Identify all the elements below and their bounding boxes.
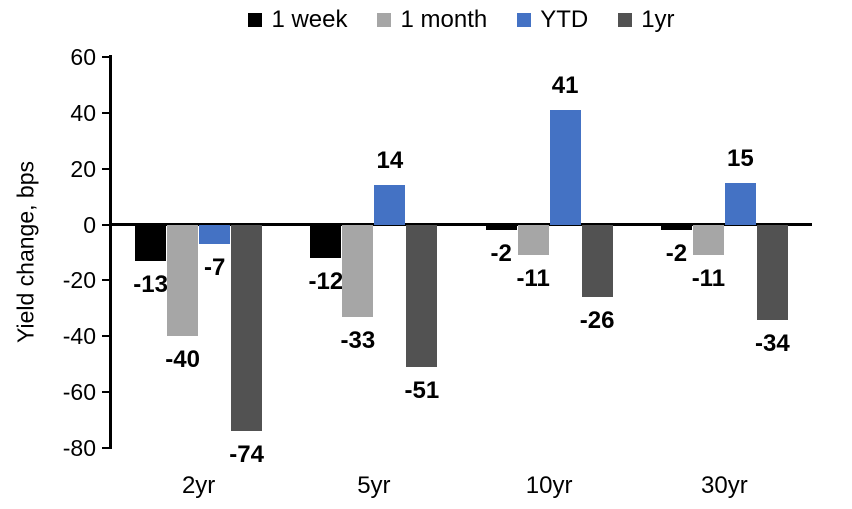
y-axis-tick-mark [102,223,110,226]
bar-value-label: -33 [340,326,376,354]
y-axis-tick-label: 20 [70,155,96,182]
y-axis-tick-label: -40 [62,323,96,350]
y-axis-tick-label: 0 [83,211,96,238]
x-axis-zero-line [109,223,812,227]
bar-value-label: -26 [579,307,615,335]
y-axis-tick-mark [102,111,110,114]
bar-value-label: -40 [165,346,200,374]
legend-item-ytd: YTD [517,6,588,34]
bar-value-label: -12 [308,268,344,296]
legend-item-1-week: 1 week [248,6,347,34]
y-axis-tick-mark [102,167,110,170]
x-category-label-10yr: 10yr [525,472,573,499]
bar-1yr-5yr [406,224,438,367]
y-axis-tick-label: 60 [70,44,96,70]
bar-1yr-2yr [231,224,263,432]
y-axis-tick-mark [102,391,110,394]
legend-label: 1 month [400,6,488,33]
bar-1-month-10yr [517,224,549,256]
bar-1-week-10yr [485,224,517,231]
y-axis-title: Yield change, bps [12,160,39,344]
y-axis-tick-mark [102,279,110,282]
legend-label: YTD [540,6,589,33]
bar-value-label: 15 [727,144,754,172]
bar-ytd-10yr [549,110,581,225]
bar-1yr-10yr [581,224,613,298]
y-axis-tick-label: -20 [62,267,96,294]
legend-item-1yr: 1yr [618,6,675,34]
legend-label: 1yr [641,6,675,33]
bar-value-label: -7 [203,254,226,282]
y-axis-tick-mark [102,335,110,338]
bar-1-month-2yr [167,224,199,337]
x-category-label-2yr: 2yr [181,472,216,499]
bar-value-label: 41 [551,72,579,100]
bar-value-label: -2 [490,240,512,268]
bar-ytd-2yr [199,224,231,245]
bar-1-month-5yr [342,224,374,317]
legend-swatch-icon [517,13,532,27]
legend-item-1-month: 1 month [377,6,487,34]
bar-value-label: -11 [516,265,550,293]
y-axis-tick-label: -80 [62,435,96,461]
bar-1yr-30yr [756,224,788,320]
bar-1-week-5yr [310,224,342,259]
bar-value-label: -34 [755,329,790,357]
y-axis-tick-label: 40 [70,99,96,126]
legend-swatch-icon [377,13,392,27]
bar-value-label: -51 [404,377,440,404]
bar-value-label: -2 [665,240,688,268]
bar-ytd-5yr [374,185,406,225]
y-axis-line [109,55,112,449]
x-category-label-5yr: 5yr [357,472,391,499]
bar-value-label: 14 [376,147,404,175]
y-axis-tick-label: -60 [62,379,96,406]
bar-1-week-30yr [660,224,692,231]
bar-ytd-30yr [724,182,756,225]
bar-1-week-2yr [135,224,167,261]
chart-legend: 1 week 1 month YTD 1yr [111,6,812,34]
y-axis-tick-mark [102,447,110,449]
bar-value-label: -13 [133,270,168,298]
y-axis-tick-mark [102,56,110,58]
legend-label: 1 week [271,6,348,33]
x-category-label-30yr: 30yr [701,472,748,499]
legend-swatch-icon [248,13,263,27]
bar-value-label: -11 [691,265,726,293]
bar-value-label: -74 [229,441,264,469]
bar-1-month-30yr [692,224,724,256]
legend-swatch-icon [618,13,633,27]
